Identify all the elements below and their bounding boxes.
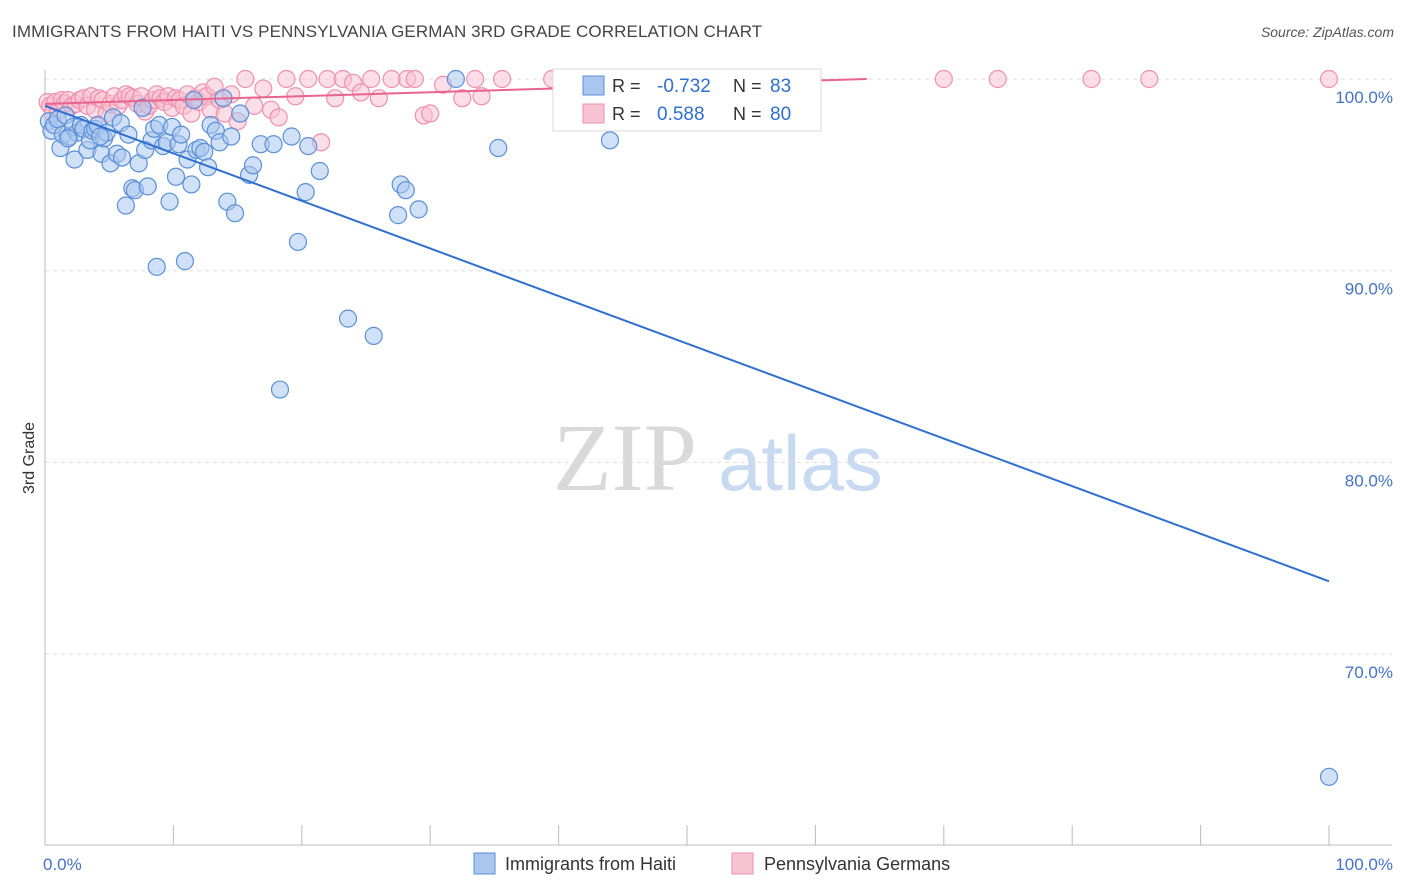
data-point-pink (277, 69, 296, 89)
source-label: Source: ZipAtlas.com (1260, 24, 1394, 40)
y-tick-label: 90.0% (1345, 280, 1393, 299)
data-point-blue (270, 380, 290, 399)
data-point-pink (351, 83, 370, 102)
data-point-pink (988, 69, 1007, 89)
data-point-blue (147, 257, 166, 276)
data-point-blue (175, 252, 195, 271)
data-point-blue (243, 156, 263, 175)
data-point-blue (65, 150, 84, 169)
legend-box: R = -0.732 N = 83 R = 0.588 N = 80 (552, 68, 822, 132)
data-point-blue (446, 69, 465, 89)
data-point-blue (364, 326, 383, 345)
data-point-pink (405, 69, 424, 89)
data-point-pink (421, 104, 440, 123)
data-point-pink (326, 89, 345, 108)
data-point-blue (172, 125, 191, 144)
data-point-blue (138, 177, 157, 196)
data-point-blue (264, 135, 283, 154)
y-axis-label: 3rd Grade (21, 422, 38, 494)
bottom-legend: Immigrants from Haiti Pennsylvania Germa… (473, 852, 950, 875)
data-point-pink (1140, 69, 1159, 89)
data-point-blue (299, 136, 318, 156)
series-immigrants-from-haiti (39, 69, 1339, 786)
data-point-blue (1319, 767, 1339, 786)
y-tick-label: 100.0% (1335, 88, 1393, 107)
data-point-blue (338, 309, 358, 328)
legend-swatch-blue (582, 75, 605, 96)
data-point-blue (489, 138, 508, 158)
data-point-pink (934, 69, 953, 89)
data-point-blue (409, 200, 428, 219)
data-point-blue (59, 129, 78, 148)
x-tick-label-min: 0.0% (43, 855, 82, 874)
data-point-blue (160, 192, 179, 211)
data-point-blue (225, 204, 245, 223)
data-point-pink (472, 87, 491, 106)
watermark-zip: ZIP (553, 404, 697, 511)
data-point-blue (116, 196, 135, 215)
data-point-pink (254, 79, 273, 98)
data-point-blue (231, 104, 250, 123)
data-point-blue (296, 183, 315, 202)
chart-title: IMMIGRANTS FROM HAITI VS PENNSYLVANIA GE… (12, 22, 763, 41)
data-point-pink (362, 69, 381, 89)
data-point-blue (600, 131, 620, 150)
data-point-pink (1319, 69, 1339, 89)
legend-r-label-2: R = (612, 104, 641, 124)
bottom-legend-label-pink: Pennsylvania Germans (764, 854, 950, 874)
data-point-pink (453, 89, 472, 108)
legend-swatch-pink (582, 103, 605, 124)
legend-n-value-2: 80 (770, 104, 791, 125)
data-point-pink (493, 69, 512, 89)
data-point-blue (282, 127, 301, 146)
data-point-pink (318, 69, 337, 89)
y-tick-labels: 100.0% 90.0% 80.0% 70.0% (1335, 88, 1393, 682)
axes (44, 70, 1392, 846)
legend-r-label-1: R = (612, 76, 641, 96)
data-point-blue (222, 127, 241, 146)
data-point-pink (382, 69, 401, 89)
data-point-blue (288, 232, 308, 252)
data-point-pink (1082, 69, 1101, 89)
data-point-blue (310, 161, 329, 181)
legend-n-label-2: N = (733, 104, 762, 124)
legend-n-label-1: N = (733, 76, 762, 96)
y-tick-label: 80.0% (1345, 471, 1393, 490)
bottom-legend-swatch-pink (731, 852, 754, 875)
legend-n-value-1: 83 (770, 76, 791, 97)
data-point-blue (112, 148, 132, 167)
legend-r-value-1: -0.732 (657, 76, 711, 97)
data-point-blue (91, 127, 110, 146)
watermark-atlas: atlas (718, 419, 883, 507)
data-point-pink (269, 108, 288, 127)
data-point-blue (389, 206, 408, 225)
data-point-blue (195, 142, 214, 161)
x-tick-labels: 0.0% 100.0% (43, 825, 1393, 874)
data-point-blue (182, 175, 201, 194)
bottom-legend-swatch-blue (473, 852, 496, 875)
trend-line-blue (44, 104, 1330, 583)
x-tick-label-max: 100.0% (1335, 855, 1393, 874)
legend-r-value-2: 0.588 (657, 104, 705, 125)
data-point-pink (369, 89, 388, 108)
data-point-blue (166, 167, 186, 186)
data-point-blue (396, 181, 415, 200)
data-point-blue (133, 98, 152, 117)
bottom-legend-label-blue: Immigrants from Haiti (505, 854, 676, 874)
data-point-pink (299, 69, 318, 89)
y-tick-label: 70.0% (1345, 663, 1393, 682)
data-point-pink (236, 69, 255, 89)
data-point-pink (466, 69, 485, 89)
